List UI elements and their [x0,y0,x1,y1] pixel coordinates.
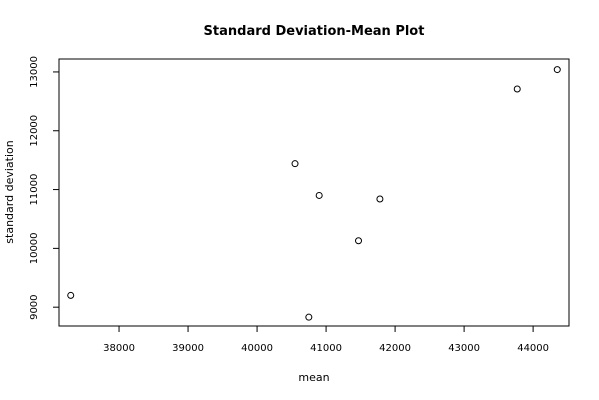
y-tick-label: 12000 [29,115,40,147]
data-point [553,66,561,74]
data-point [67,291,75,299]
y-tick-label: 9000 [29,294,40,319]
data-point [376,195,384,203]
chart-title: Standard Deviation-Mean Plot [204,24,425,39]
data-point [305,313,313,321]
y-tick-label: 11000 [29,174,40,206]
x-tick-label: 42000 [379,343,411,354]
y-tick-label: 13000 [29,56,40,88]
x-axis-label: mean [298,371,329,384]
data-point [291,160,299,168]
x-tick-label: 39000 [172,343,204,354]
x-tick-label: 44000 [517,343,549,354]
y-tick-label: 10000 [29,232,40,264]
data-point [355,237,363,245]
x-axis: 38000 39000 40000 41000 42000 43000 44000 [103,326,549,354]
x-tick-label: 43000 [448,343,480,354]
x-tick-label: 40000 [241,343,273,354]
data-points [67,66,561,321]
data-point [315,191,323,199]
y-axis: 9000 10000 11000 12000 13000 [29,56,59,320]
x-tick-label: 41000 [310,343,342,354]
x-tick-label: 38000 [103,343,135,354]
y-axis-label: standard deviation [3,140,16,243]
plot-frame [58,58,570,327]
data-point [513,85,521,93]
